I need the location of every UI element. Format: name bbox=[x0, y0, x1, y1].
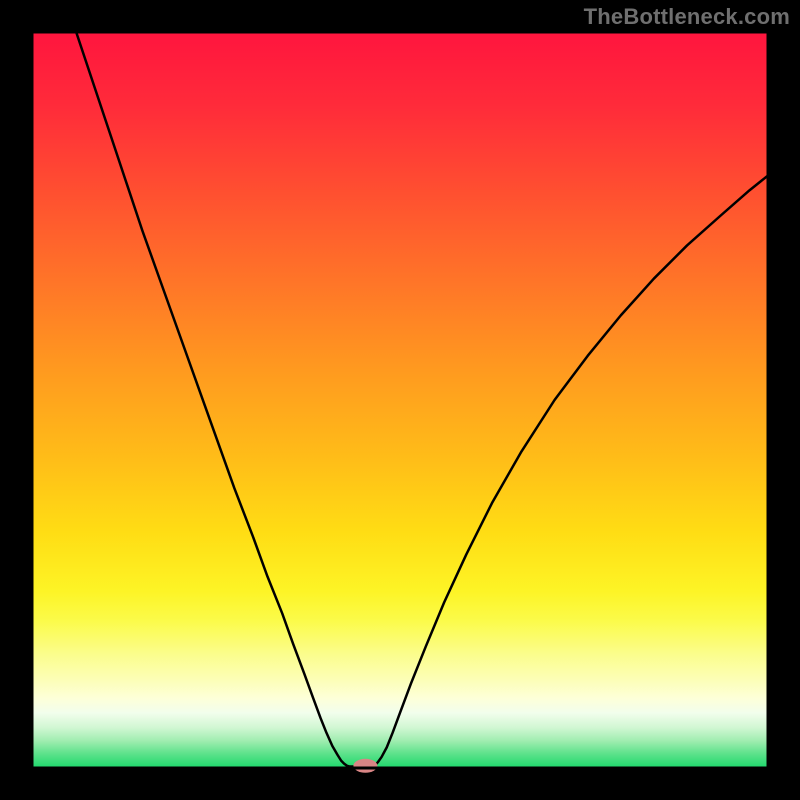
bottleneck-chart-svg bbox=[0, 0, 800, 800]
plot-background bbox=[32, 32, 768, 768]
optimum-marker bbox=[353, 759, 377, 773]
chart-container: TheBottleneck.com bbox=[0, 0, 800, 800]
watermark-text: TheBottleneck.com bbox=[584, 4, 790, 30]
